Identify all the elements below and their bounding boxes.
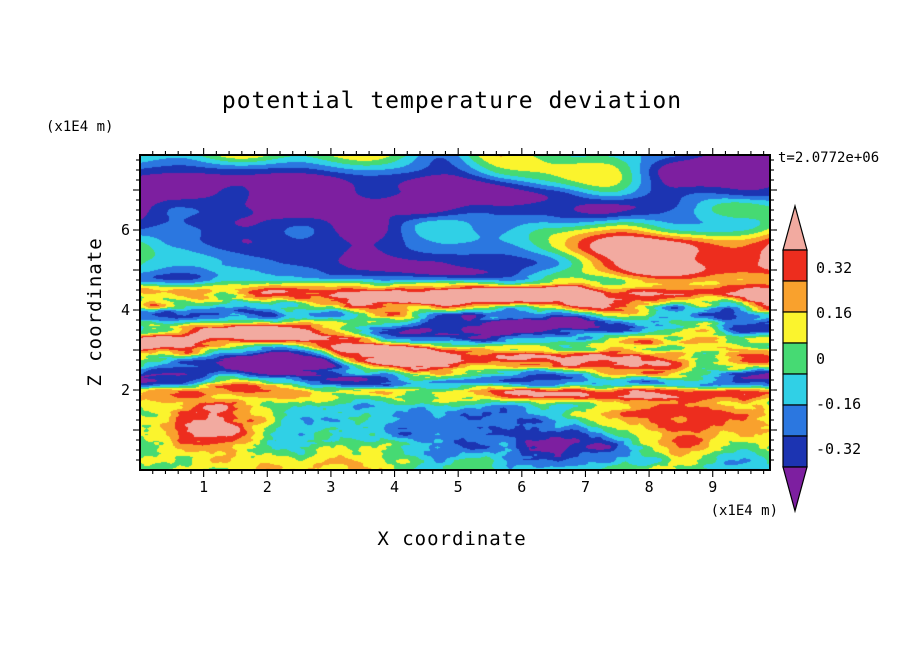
colorbar-label: 0.32 [816,259,853,278]
x-tick-label: 7 [580,478,590,496]
colorbar-segment [782,249,808,282]
colorbar-segment [782,373,808,406]
colorbar-bar [782,203,808,514]
colorbar-label: 0 [816,349,826,368]
time-annotation: t=2.0772e+06 [778,150,880,166]
x-tick-label: 3 [326,478,336,496]
colorbar-top-arrow [782,203,808,251]
colorbar-segment [782,342,808,375]
x-tick-label: 8 [644,478,654,496]
x-tick-label: 6 [517,478,527,496]
plot-frame [139,154,771,471]
x-tick-label: 9 [708,478,718,496]
axis-ticks [133,148,777,477]
x-axis-label: X coordinate [377,528,527,550]
x-axis-units: (x1E4 m) [710,503,778,519]
z-tick-label: 4 [120,301,130,319]
colorbar-label: -0.32 [816,439,862,458]
z-tick-label: 2 [120,381,130,399]
colorbar-segment [782,435,808,468]
x-tick-label: 1 [199,478,209,496]
z-axis-units: (x1E4 m) [46,119,114,135]
colorbar-segment [782,404,808,437]
contour-field-canvas [140,155,770,470]
colorbar-label: -0.16 [816,394,862,413]
colorbar-segment [782,280,808,313]
colorbar-label: 0.16 [816,304,853,323]
colorbar-bottom-arrow [782,466,808,514]
z-tick-label: 6 [120,221,130,239]
x-tick-label: 2 [262,478,272,496]
colorbar-segment [782,311,808,344]
plot-title: potential temperature deviation [221,88,683,114]
x-tick-label: 4 [390,478,400,496]
x-tick-label: 5 [453,478,463,496]
z-axis-label: Z coordinate [84,237,106,387]
